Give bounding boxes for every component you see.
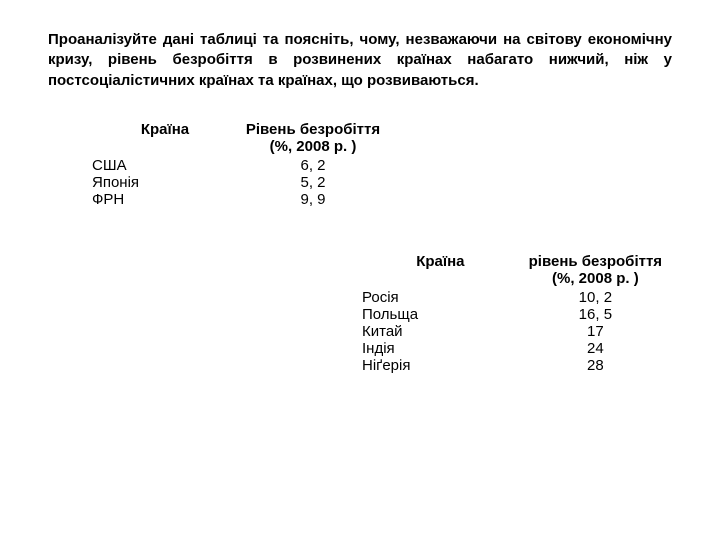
value-cell: 28 [519, 357, 672, 374]
header-value-line2: (%, 2008 р. ) [270, 138, 357, 155]
value-cell: 5, 2 [238, 174, 388, 191]
header-value: Рівень безробіття (%, 2008 р. ) [238, 121, 388, 157]
header-value-line2: (%, 2008 р. ) [552, 270, 639, 287]
table-header-row: Країна рівень безробіття (%, 2008 р. ) [358, 253, 672, 289]
country-cell: Росія [358, 289, 519, 306]
header-country: Країна [358, 253, 519, 289]
country-cell: ФРН [88, 191, 238, 208]
country-cell: Китай [358, 323, 519, 340]
country-cell: Японія [88, 174, 238, 191]
country-cell: Ніґерія [358, 357, 519, 374]
table-row: ФРН 9, 9 [88, 191, 388, 208]
value-cell: 6, 2 [238, 157, 388, 174]
country-cell: Індія [358, 340, 519, 357]
table-row: Китай 17 [358, 323, 672, 340]
header-value-line1: Рівень безробіття [246, 121, 380, 138]
table-row: США 6, 2 [88, 157, 388, 174]
value-cell: 17 [519, 323, 672, 340]
value-cell: 10, 2 [519, 289, 672, 306]
value-cell: 24 [519, 340, 672, 357]
value-cell: 16, 5 [519, 306, 672, 323]
header-country: Країна [88, 121, 238, 157]
developing-countries-table: Країна рівень безробіття (%, 2008 р. ) Р… [358, 253, 672, 374]
table-row: Японія 5, 2 [88, 174, 388, 191]
task-heading: Проаналізуйте дані таблиці та поясніть, … [48, 30, 672, 91]
country-cell: США [88, 157, 238, 174]
table-row: Ніґерія 28 [358, 357, 672, 374]
table-row: Польща 16, 5 [358, 306, 672, 323]
value-cell: 9, 9 [238, 191, 388, 208]
country-cell: Польща [358, 306, 519, 323]
table-header-row: Країна Рівень безробіття (%, 2008 р. ) [88, 121, 388, 157]
developed-countries-table: Країна Рівень безробіття (%, 2008 р. ) С… [88, 121, 388, 208]
header-value: рівень безробіття (%, 2008 р. ) [519, 253, 672, 289]
table-row: Росія 10, 2 [358, 289, 672, 306]
table-row: Індія 24 [358, 340, 672, 357]
header-value-line1: рівень безробіття [529, 253, 662, 270]
